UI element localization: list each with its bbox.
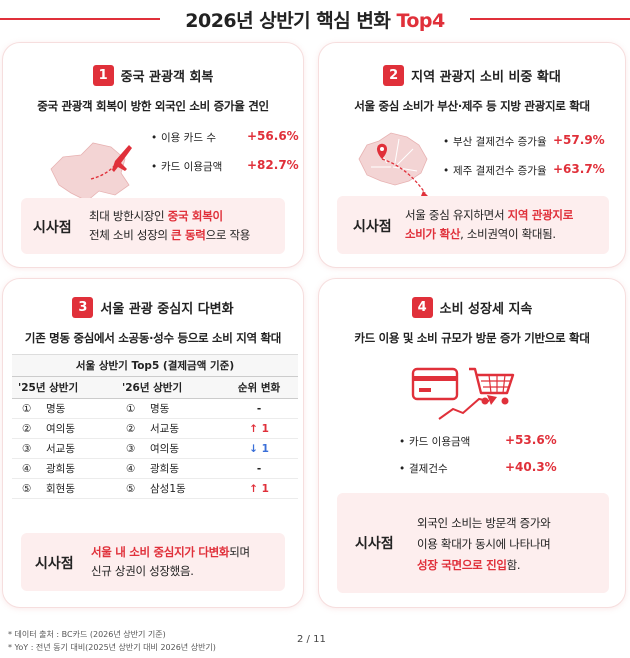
stat-item: • 부산 결제건수 증가율 +57.9% (443, 133, 605, 148)
ranking-table: 서울 상반기 Top5 (결제금액 기준) '25년 상반기 '26년 상반기 … (12, 354, 298, 499)
table-row: ④ 광희동 ④ 광희동 - (12, 458, 298, 479)
implication-text: 최대 방한시장인 중국 회복이 전체 소비 성장의 큰 동력으로 작용 (89, 209, 251, 242)
implication-label: 시사점 (353, 219, 392, 235)
korea-map-icon (358, 132, 429, 197)
page-title: 2026년 상반기 핵심 변화 Top4 (185, 10, 445, 32)
implication-box: 시사점 최대 방한시장인 중국 회복이 전체 소비 성장의 큰 동력으로 작용 (21, 198, 285, 254)
implication-text: 외국인 소비는 방문객 증가와 이용 확대가 동시에 나타나며 성장 국면으로 … (417, 516, 551, 572)
title-row: 2026년 상반기 핵심 변화 Top4 (0, 6, 630, 32)
stat-item: • 이용 카드 수 +56.6% (151, 129, 299, 144)
airplane-icon (90, 145, 132, 180)
card-subtitle: 카드 이용 및 소비 규모가 방문 증가 기반으로 확대 (354, 331, 590, 345)
card-number-badge: 3 (72, 297, 94, 318)
location-pin-icon (377, 143, 387, 159)
card-seoul-diversification: 3 서울 관광 중심지 다변화 기존 명동 중심에서 소공동·성수 등으로 소비 … (2, 278, 304, 608)
page-number: 2 / 11 (297, 634, 326, 645)
column-header: '25년 상반기 (12, 376, 116, 399)
implication-label: 시사점 (35, 556, 74, 572)
title-divider-right (470, 18, 630, 20)
trend-arrow-icon (438, 395, 497, 420)
implication-text: 서울 중심 유지하면서 지역 관광지로 소비가 확산, 소비권역이 확대됨. (405, 208, 573, 241)
card-number-badge: 2 (383, 65, 405, 86)
implication-box: 시사점 서울 내 소비 중심지가 다변화되며 신규 상권이 성장했음. (21, 533, 285, 591)
card-china-recovery: 1 중국 관광객 회복 중국 관광객 회복이 방한 외국인 소비 증가율 견인 •… (2, 42, 304, 268)
table-row: ① 명동 ① 명동 - (12, 398, 298, 419)
stat-item: • 제주 결제건수 증가율 +63.7% (443, 162, 605, 177)
card-subtitle: 서울 중심 소비가 부산·제주 등 지방 관광지로 확대 (354, 99, 590, 113)
table-caption: 서울 상반기 Top5 (결제금액 기준) (12, 354, 298, 377)
card-number-badge: 4 (411, 297, 433, 318)
card-number-badge: 1 (92, 65, 114, 86)
card-heading: 2 지역 관광지 소비 비중 확대 (319, 65, 625, 86)
card-heading: 3 서울 관광 중심지 다변화 (3, 297, 303, 318)
implication-box: 시사점 서울 중심 유지하면서 지역 관광지로 소비가 확산, 소비권역이 확대… (337, 196, 609, 254)
shopping-cart-icon (469, 367, 515, 405)
stat-item: • 결제건수 +40.3% (399, 460, 557, 475)
stat-item: • 카드 이용금액 +82.7% (151, 158, 299, 173)
column-header: '26년 상반기 (116, 376, 220, 399)
card-heading: 4 소비 성장세 지속 (319, 297, 625, 318)
title-divider-left (0, 18, 160, 20)
table-row: ② 여의동 ② 서교동 ↑ 1 (12, 418, 298, 439)
card-regional-tourism: 2 지역 관광지 소비 비중 확대 서울 중심 소비가 부산·제주 등 지방 관광… (318, 42, 626, 268)
card-subtitle: 기존 명동 중심에서 소공동·성수 등으로 소비 지역 확대 (24, 331, 282, 345)
implication-text: 서울 내 소비 중심지가 다변화되며 신규 상권이 성장했음. (91, 545, 250, 578)
table-row: ③ 서교동 ③ 여의동 ↓ 1 (12, 438, 298, 459)
card-subtitle: 중국 관광객 회복이 방한 외국인 소비 증가율 견인 (37, 99, 269, 113)
footnote-source: * 데이터 출처 : BC카드 (2026년 상반기 기준) (8, 630, 166, 639)
stat-item: • 카드 이용금액 +53.6% (399, 433, 557, 448)
column-header: 순위 변화 (220, 376, 298, 399)
card-growth-trend: 4 소비 성장세 지속 카드 이용 및 소비 규모가 방문 증가 기반으로 확대 … (318, 278, 626, 608)
footnote-yoy: * YoY : 전년 동기 대비(2025년 상반기 대비 2026년 상반기) (8, 643, 216, 652)
card-heading: 1 중국 관광객 회복 (3, 65, 303, 86)
implication-label: 시사점 (33, 220, 72, 236)
implication-label: 시사점 (355, 536, 394, 552)
credit-card-icon (411, 367, 515, 405)
table-row: ⑤ 회현동 ⑤ 삼성1동 ↑ 1 (12, 478, 298, 499)
implication-box: 시사점 외국인 소비는 방문객 증가와 이용 확대가 동시에 나타나며 성장 국… (337, 493, 609, 593)
